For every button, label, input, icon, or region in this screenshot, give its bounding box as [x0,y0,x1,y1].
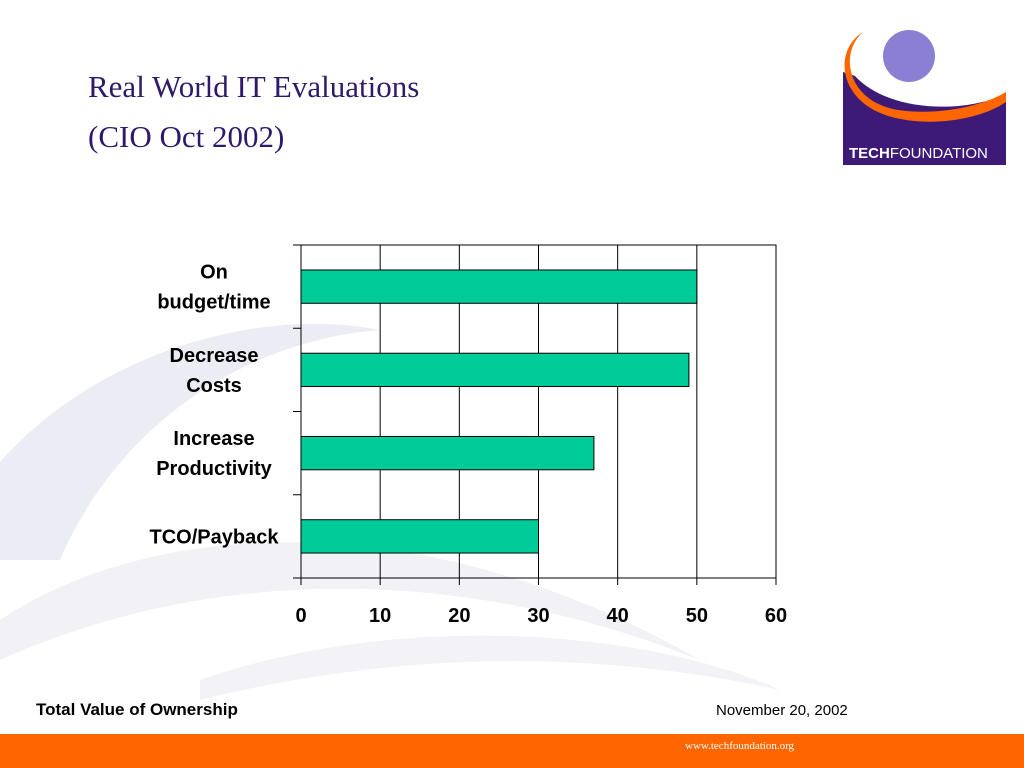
footer-url: www.techfoundation.org [685,740,795,752]
category-label-1-line-0: Decrease [170,345,259,367]
bar-3 [300,519,539,554]
logo-text-regular: FOUNDATION [890,145,988,162]
category-label-2-line-0: Increase [173,428,254,450]
footer-date: November 20, 2002 [716,702,848,719]
category-label-3-line-0: TCO/Payback [150,526,280,548]
bar-1 [300,352,690,388]
bar-0 [300,269,698,304]
category-label-0: On budget/time [157,262,270,314]
x-tick-label-50: 50 [686,605,708,627]
y-axis-ticks [293,244,301,579]
x-axis-tick-labels: 0 10 20 30 40 50 60 [295,605,787,627]
x-tick-label-10: 10 [369,605,391,627]
category-labels: On budget/time Decrease Costs Increase Produc… [150,262,280,549]
x-axis-ticks [300,578,777,585]
x-tick-label-20: 20 [448,605,470,627]
category-label-0-line-0: On [200,262,228,284]
footer-bar [0,734,1024,768]
bar-2 [300,435,595,471]
title-line-2: (CIO Oct 2002) [88,119,285,154]
chart-bars [300,269,698,554]
category-label-1: Decrease Costs [170,345,259,397]
category-label-0-line-1: budget/time [157,292,270,314]
x-tick-label-30: 30 [527,605,549,627]
slide-title: Real World IT Evaluations (CIO Oct 2002) [88,62,419,162]
category-label-2-line-1: Productivity [156,458,272,480]
svg-text:TECHFOUNDATION: TECHFOUNDATION [849,145,988,162]
techfoundation-logo: TECHFOUNDATION [843,30,1006,165]
footer-left-text: Total Value of Ownership [36,700,238,719]
title-line-1: Real World IT Evaluations [88,69,420,104]
category-label-2: Increase Productivity [156,428,272,480]
x-tick-label-40: 40 [607,605,629,627]
x-tick-label-0: 0 [295,605,306,627]
category-label-3: TCO/Payback [150,526,280,548]
logo-text-bold: TECH [849,145,890,162]
category-label-1-line-1: Costs [186,375,242,397]
x-tick-label-60: 60 [765,605,787,627]
